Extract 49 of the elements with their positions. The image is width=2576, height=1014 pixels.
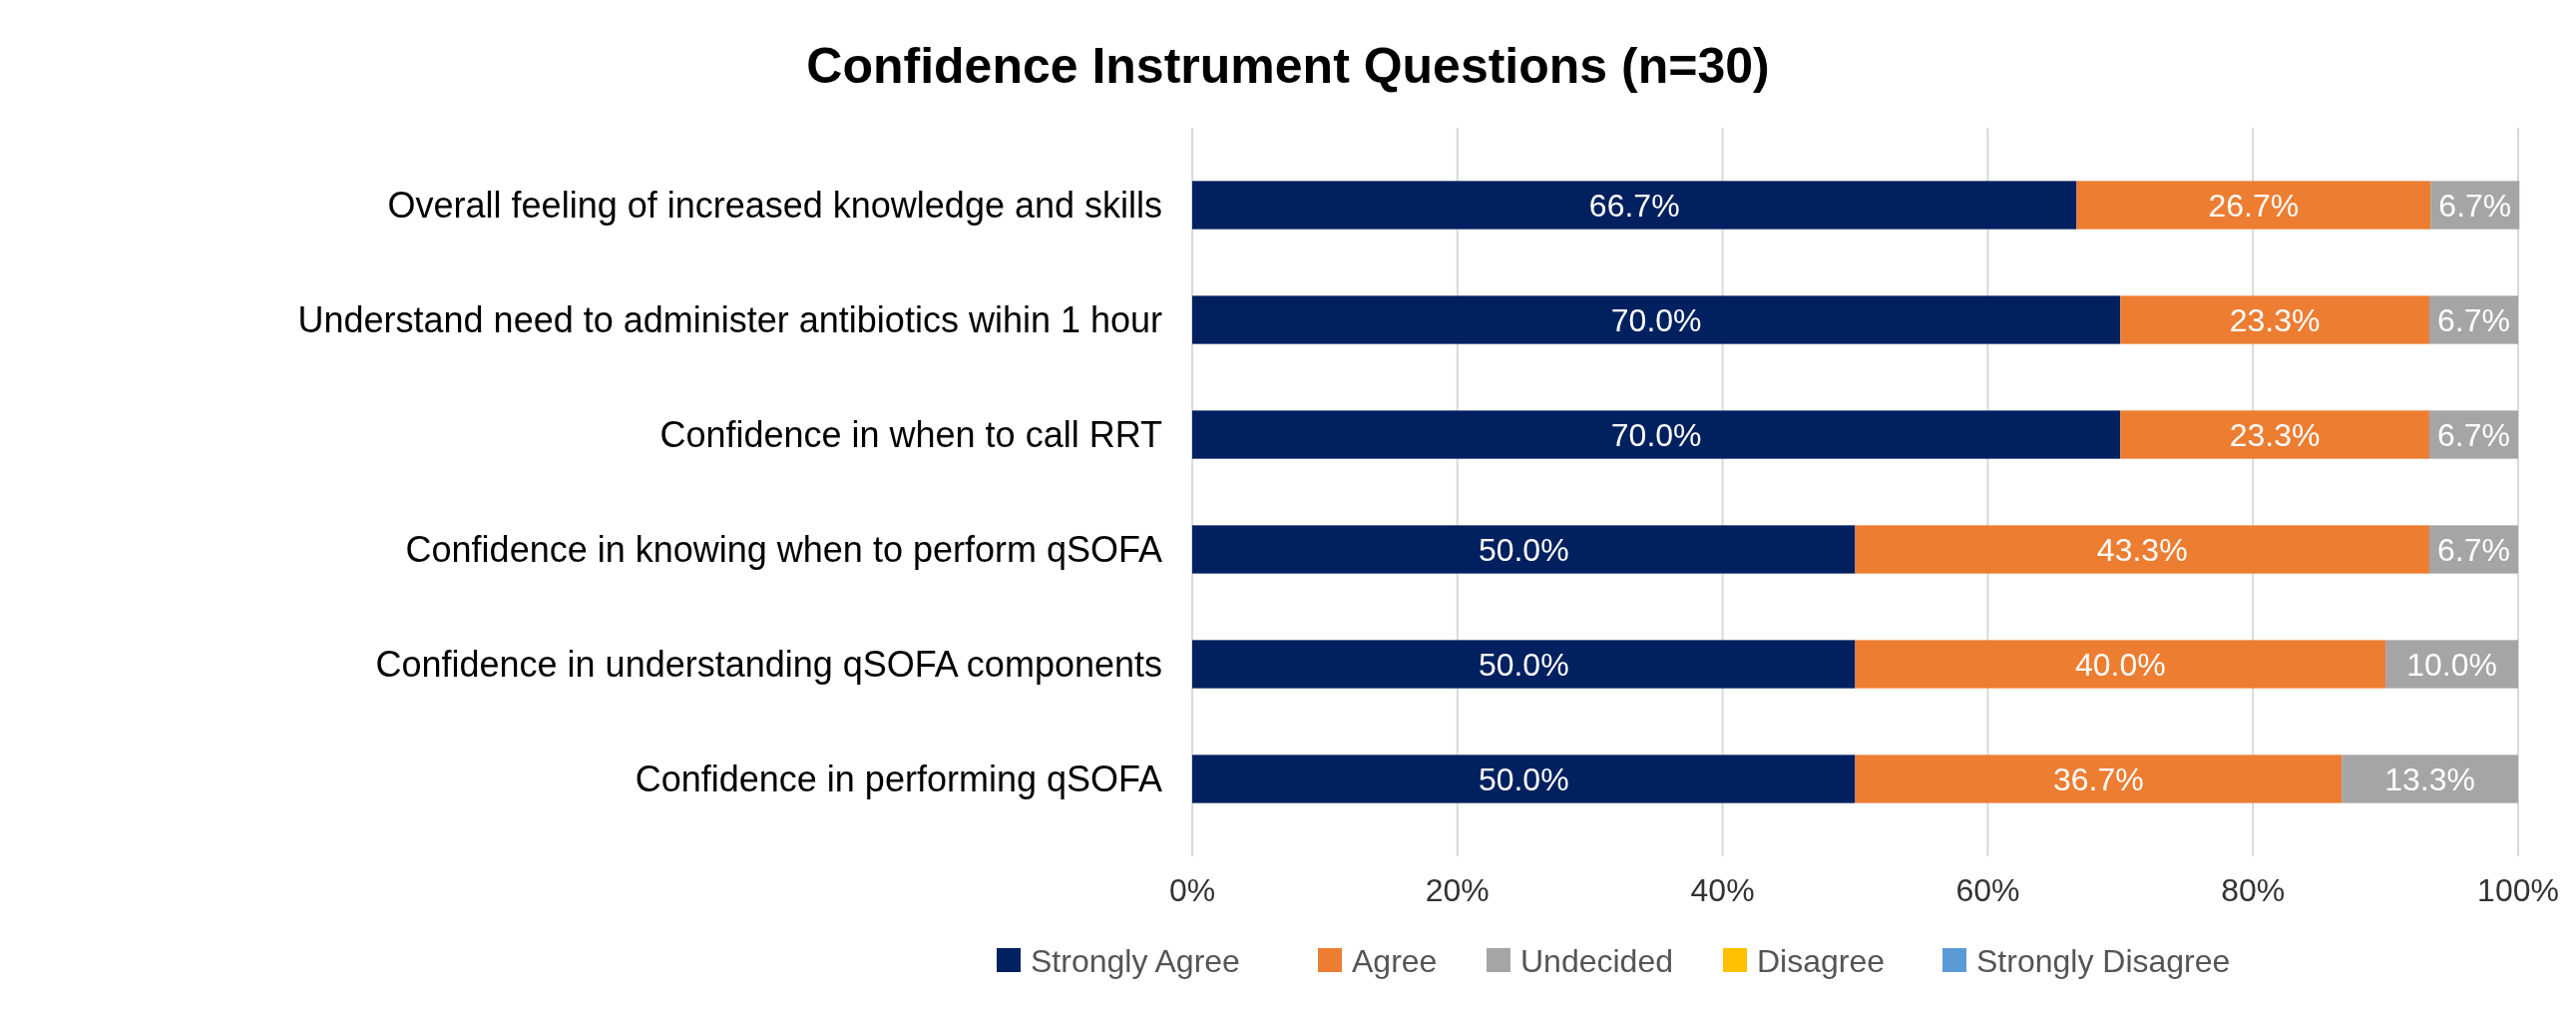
bar <box>1855 755 2343 803</box>
data-label: 70.0% <box>1610 416 1702 453</box>
data-label: 13.3% <box>2384 760 2475 797</box>
bar <box>1192 755 1856 803</box>
data-label: 50.0% <box>1478 760 1569 797</box>
data-label: 26.7% <box>2208 187 2300 224</box>
data-label: 6.7% <box>2437 531 2510 568</box>
x-tick-label: 60% <box>1955 872 2020 908</box>
legend-label: Strongly Agree <box>1031 943 1240 980</box>
data-label: 10.0% <box>2406 646 2497 683</box>
y-tick-label: Confidence in knowing when to perform qSOFA <box>405 529 1162 571</box>
x-tick-label: 0% <box>1168 872 1216 908</box>
data-label: 6.7% <box>2437 416 2510 453</box>
legend-label: Undecided <box>1520 943 1673 980</box>
legend-label: Disagree <box>1757 943 1886 980</box>
bar <box>1192 181 2077 230</box>
bar <box>2076 181 2431 230</box>
data-label: 66.7% <box>1588 187 1680 224</box>
bar <box>1855 640 2386 689</box>
bar <box>2120 295 2429 344</box>
x-tick-label: 20% <box>1425 872 1490 908</box>
y-tick-label: Confidence in understanding qSOFA components <box>375 644 1162 686</box>
x-tick-label: 40% <box>1690 872 1755 908</box>
y-tick-label: Overall feeling of increased knowledge and skills <box>387 185 1162 227</box>
x-tick-label: 80% <box>2221 872 2286 908</box>
data-label: 36.7% <box>2053 760 2144 797</box>
bar <box>1192 410 2121 459</box>
bar <box>2120 410 2429 459</box>
legend-label: Agree <box>1352 943 1438 980</box>
legend-label: Strongly Disagree <box>1976 943 2231 980</box>
bar <box>1192 640 1856 689</box>
y-tick-label: Confidence in when to call RRT <box>659 414 1162 456</box>
data-label: 6.7% <box>2438 187 2512 224</box>
y-tick-label: Confidence in performing qSOFA <box>635 759 1162 800</box>
bar <box>1192 525 1856 574</box>
data-label: 50.0% <box>1478 531 1569 568</box>
y-tick-label: Understand need to administer antibiotics wihin 1 hour <box>297 299 1163 341</box>
bar <box>1192 295 2121 344</box>
data-label: 23.3% <box>2229 301 2321 338</box>
bar <box>2342 755 2518 803</box>
x-tick-label: 100% <box>2477 872 2559 908</box>
data-label: 23.3% <box>2229 416 2321 453</box>
data-label: 40.0% <box>2074 646 2166 683</box>
bar <box>1855 525 2429 574</box>
data-label: 50.0% <box>1478 646 1569 683</box>
data-label: 43.3% <box>2096 531 2188 568</box>
data-label: 70.0% <box>1610 301 1702 338</box>
chart-title: Confidence Instrument Questions (n=30) <box>806 38 1770 94</box>
data-label: 6.7% <box>2437 301 2510 338</box>
